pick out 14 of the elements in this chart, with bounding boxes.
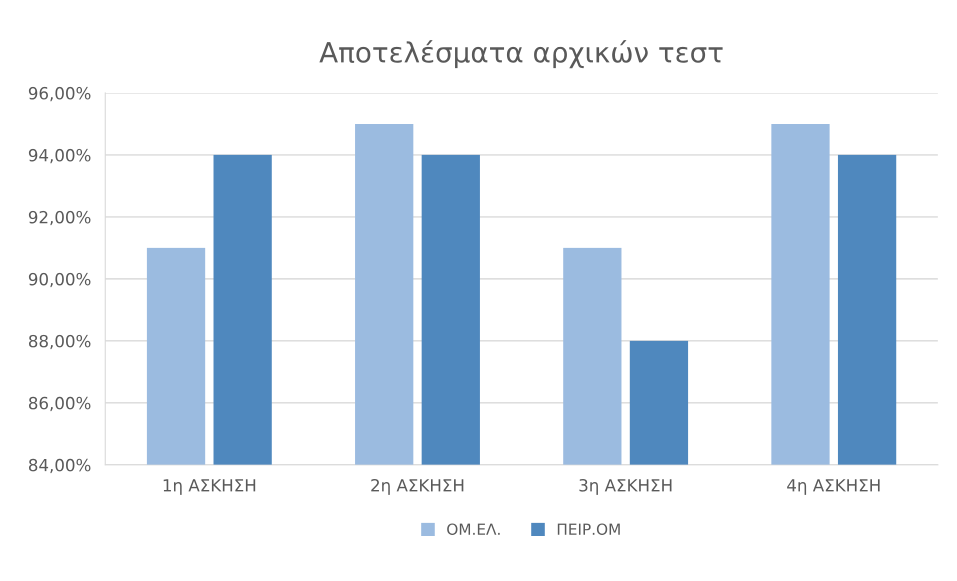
y-tick-label: 92,00%	[28, 210, 90, 226]
x-tick-label: 3η ΑΣΚΗΣΗ	[579, 478, 672, 495]
y-tick-label: 96,00%	[28, 86, 90, 102]
legend-label: ΠΕΙΡ.ΟΜ	[558, 523, 620, 535]
y-tick-label: 90,00%	[28, 272, 90, 288]
y-tick-label: 84,00%	[28, 458, 90, 474]
x-tick-label: 2η ΑΣΚΗΣΗ	[371, 478, 464, 495]
x-tick-label: 1η ΑΣΚΗΣΗ	[164, 479, 256, 495]
x-tick-label: 4η ΑΣΚΗΣΗ	[787, 479, 880, 495]
legend-label: ΟΜ.ΕΛ.	[447, 523, 500, 535]
y-tick-label: 86,00%	[28, 396, 90, 412]
chart-title: Αποτελέσματα αρχικών τεστ	[319, 40, 723, 68]
y-tick-label: 88,00%	[28, 334, 90, 350]
y-tick-label: 94,00%	[28, 148, 90, 164]
